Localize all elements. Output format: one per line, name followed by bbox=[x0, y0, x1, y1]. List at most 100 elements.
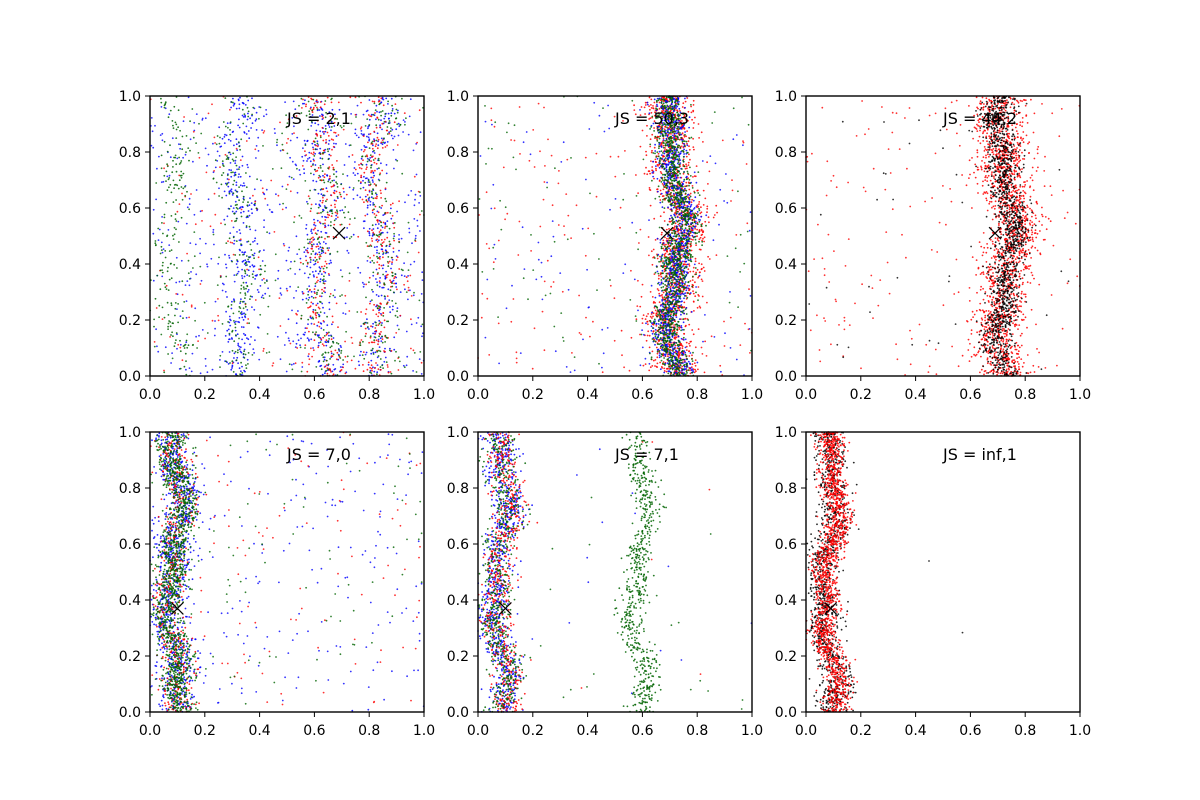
data-point bbox=[177, 343, 180, 346]
data-point bbox=[291, 368, 294, 371]
data-point bbox=[178, 156, 180, 159]
data-point bbox=[241, 251, 244, 254]
data-point bbox=[306, 160, 308, 162]
data-point bbox=[310, 230, 312, 233]
data-point bbox=[170, 191, 173, 194]
data-point bbox=[650, 160, 652, 162]
data-point bbox=[497, 322, 500, 325]
data-point bbox=[320, 193, 323, 196]
data-point bbox=[310, 106, 312, 109]
data-point bbox=[372, 197, 375, 200]
data-point bbox=[324, 173, 326, 175]
data-point bbox=[332, 145, 335, 148]
data-point bbox=[368, 133, 370, 136]
data-point bbox=[240, 326, 243, 328]
data-point bbox=[373, 233, 376, 236]
data-point bbox=[365, 163, 368, 166]
data-point bbox=[322, 278, 325, 281]
data-point bbox=[566, 158, 569, 161]
data-point bbox=[539, 225, 542, 228]
data-point bbox=[288, 175, 291, 178]
data-point bbox=[664, 236, 666, 239]
data-point bbox=[232, 192, 235, 195]
data-point bbox=[662, 260, 664, 262]
data-point bbox=[175, 220, 178, 222]
data-point bbox=[656, 366, 658, 368]
data-point bbox=[490, 119, 493, 122]
data-point bbox=[306, 288, 309, 290]
data-point bbox=[674, 336, 677, 338]
data-point bbox=[239, 96, 241, 99]
data-point bbox=[349, 218, 351, 220]
data-point bbox=[188, 159, 190, 162]
data-point bbox=[312, 228, 315, 231]
data-point bbox=[243, 342, 246, 345]
data-point bbox=[347, 252, 350, 254]
data-point bbox=[383, 295, 386, 298]
series-1 bbox=[477, 95, 753, 377]
data-point bbox=[195, 335, 197, 338]
data-point bbox=[322, 179, 325, 182]
data-point bbox=[706, 211, 708, 214]
data-point bbox=[325, 242, 327, 245]
data-point bbox=[235, 107, 238, 110]
data-point bbox=[392, 237, 395, 240]
data-point bbox=[231, 360, 234, 363]
data-point bbox=[151, 130, 154, 133]
data-point bbox=[314, 270, 317, 273]
data-point bbox=[696, 268, 699, 271]
data-point bbox=[373, 130, 376, 133]
data-point bbox=[267, 305, 270, 308]
data-point bbox=[403, 275, 406, 277]
data-point bbox=[232, 160, 235, 162]
data-point bbox=[380, 294, 383, 297]
data-point bbox=[236, 195, 238, 197]
data-point bbox=[379, 229, 382, 232]
data-point bbox=[310, 347, 312, 350]
data-point bbox=[180, 174, 183, 177]
data-point bbox=[154, 242, 157, 245]
data-point bbox=[160, 241, 163, 244]
x-axis: 0.0 0.2 0.4 0.6 0.8 1.0 bbox=[139, 376, 435, 403]
data-point bbox=[325, 139, 327, 141]
data-point bbox=[398, 249, 400, 252]
data-point bbox=[253, 265, 256, 268]
data-point bbox=[370, 113, 373, 116]
data-point bbox=[318, 307, 321, 310]
data-point bbox=[206, 371, 209, 374]
data-point bbox=[245, 225, 248, 227]
data-point bbox=[655, 323, 658, 325]
data-point bbox=[261, 294, 264, 297]
data-point bbox=[322, 196, 324, 199]
data-point bbox=[181, 148, 184, 151]
data-point bbox=[388, 122, 390, 125]
data-point bbox=[721, 139, 724, 142]
data-point bbox=[348, 223, 351, 226]
data-point bbox=[371, 179, 374, 182]
data-point bbox=[288, 363, 291, 366]
data-point bbox=[367, 179, 370, 182]
data-point bbox=[421, 271, 424, 274]
data-point bbox=[705, 355, 708, 357]
data-point bbox=[304, 344, 307, 347]
data-point bbox=[380, 264, 383, 267]
data-point bbox=[231, 367, 233, 369]
data-point bbox=[161, 306, 164, 309]
data-point bbox=[200, 132, 203, 135]
data-point bbox=[322, 251, 325, 254]
data-point bbox=[236, 351, 239, 354]
data-point bbox=[235, 334, 237, 336]
data-point bbox=[177, 303, 179, 305]
data-point bbox=[163, 140, 166, 143]
data-point bbox=[380, 331, 382, 333]
data-point bbox=[293, 260, 296, 263]
data-point bbox=[370, 364, 373, 367]
data-point bbox=[152, 146, 155, 149]
data-point bbox=[387, 103, 389, 105]
data-point bbox=[363, 175, 365, 178]
data-point bbox=[360, 176, 362, 179]
data-point bbox=[242, 260, 245, 262]
data-point bbox=[381, 139, 384, 141]
data-point bbox=[336, 250, 339, 253]
data-point bbox=[397, 356, 400, 358]
